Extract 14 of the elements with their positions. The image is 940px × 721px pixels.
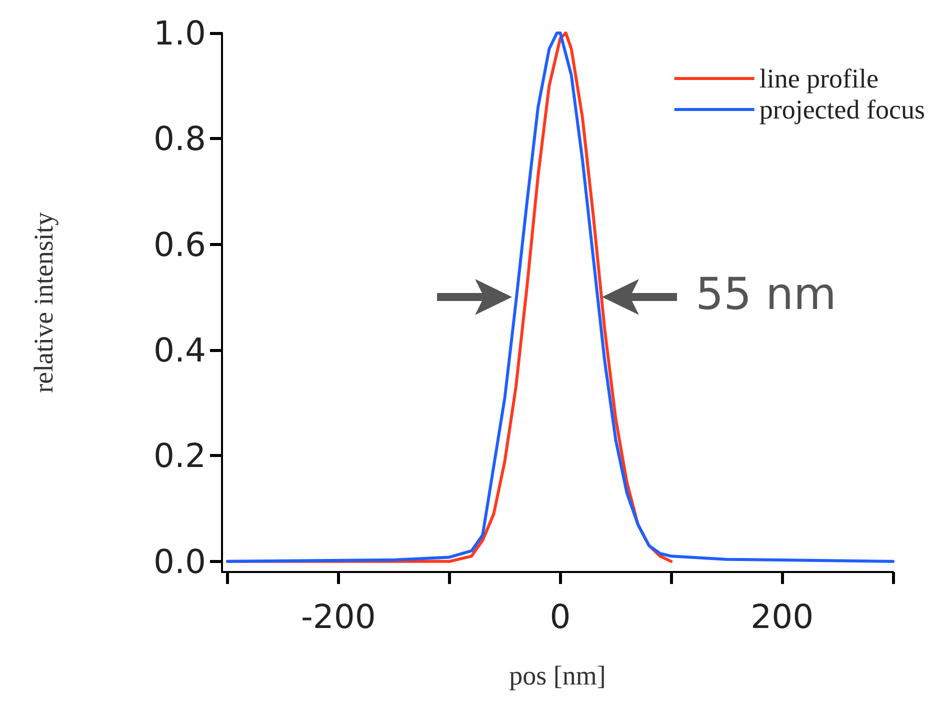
legend-label: projected focus bbox=[759, 94, 926, 124]
y-tick-label: 0.8 bbox=[154, 119, 206, 158]
y-tick-label: 0.6 bbox=[154, 224, 206, 264]
y-tick-label: 1.0 bbox=[154, 14, 206, 52]
legend-label: line profile bbox=[759, 64, 879, 94]
x-axis-title: pos [nm] bbox=[509, 660, 606, 690]
x-tick-label: 200 bbox=[750, 597, 814, 636]
y-tick-label: 0.2 bbox=[154, 436, 206, 476]
x-tick-label: 0 bbox=[550, 597, 571, 636]
x-tick-label: -200 bbox=[301, 597, 376, 636]
annotation: 55 nm bbox=[696, 269, 836, 320]
y-tick-label: 0.0 bbox=[154, 542, 206, 581]
y-axis-title: relative intensity bbox=[28, 212, 58, 393]
y-tick-label: 0.4 bbox=[154, 330, 206, 370]
